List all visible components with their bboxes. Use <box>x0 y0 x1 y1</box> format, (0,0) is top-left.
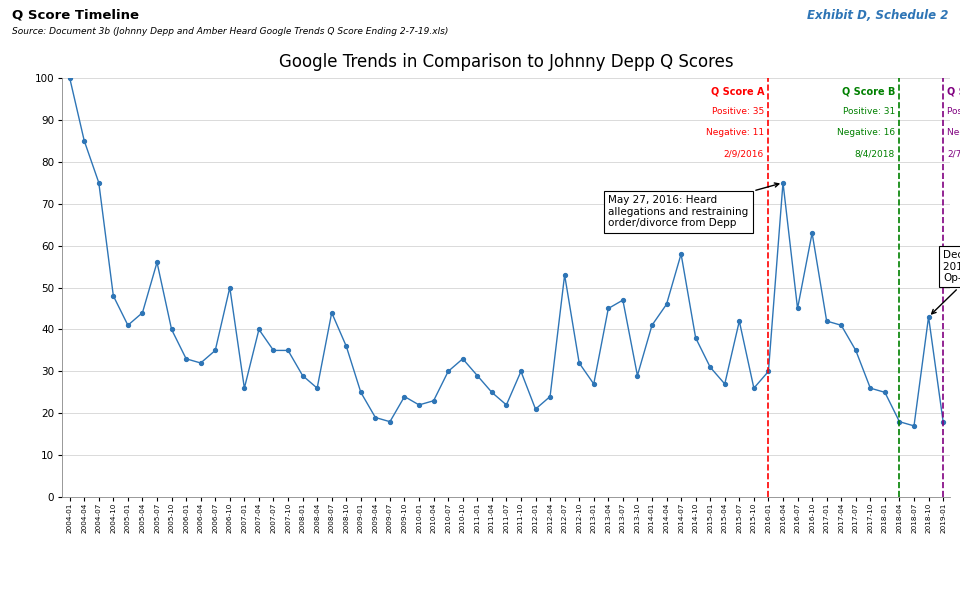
Text: Q Score Timeline: Q Score Timeline <box>12 9 138 22</box>
Text: Negative: 16: Negative: 16 <box>837 128 895 137</box>
Text: Positive: 35: Positive: 35 <box>711 107 764 116</box>
Text: Negative: 15: Negative: 15 <box>948 128 960 137</box>
Text: Negative: 11: Negative: 11 <box>706 128 764 137</box>
Text: December 18,
2018: Heard
Op-Ed: December 18, 2018: Heard Op-Ed <box>931 250 960 314</box>
Title: Google Trends in Comparison to Johnny Depp Q Scores: Google Trends in Comparison to Johnny De… <box>279 53 733 71</box>
Text: Q Score B: Q Score B <box>842 86 895 96</box>
Text: Positive: 31: Positive: 31 <box>843 107 895 116</box>
Text: May 27, 2016: Heard
allegations and restraining
order/divorce from Depp: May 27, 2016: Heard allegations and rest… <box>609 183 779 228</box>
Text: Source: Document 3b (Johnny Depp and Amber Heard Google Trends Q Score Ending 2-: Source: Document 3b (Johnny Depp and Amb… <box>12 27 448 36</box>
Text: Q Score C: Q Score C <box>948 86 960 96</box>
Text: 8/4/2018: 8/4/2018 <box>854 149 895 158</box>
Text: Positive: 29: Positive: 29 <box>948 107 960 116</box>
Text: Q Score A: Q Score A <box>710 86 764 96</box>
Text: 2/7/2019: 2/7/2019 <box>948 149 960 158</box>
Text: 2/9/2016: 2/9/2016 <box>724 149 764 158</box>
Text: Exhibit D, Schedule 2: Exhibit D, Schedule 2 <box>807 9 948 22</box>
